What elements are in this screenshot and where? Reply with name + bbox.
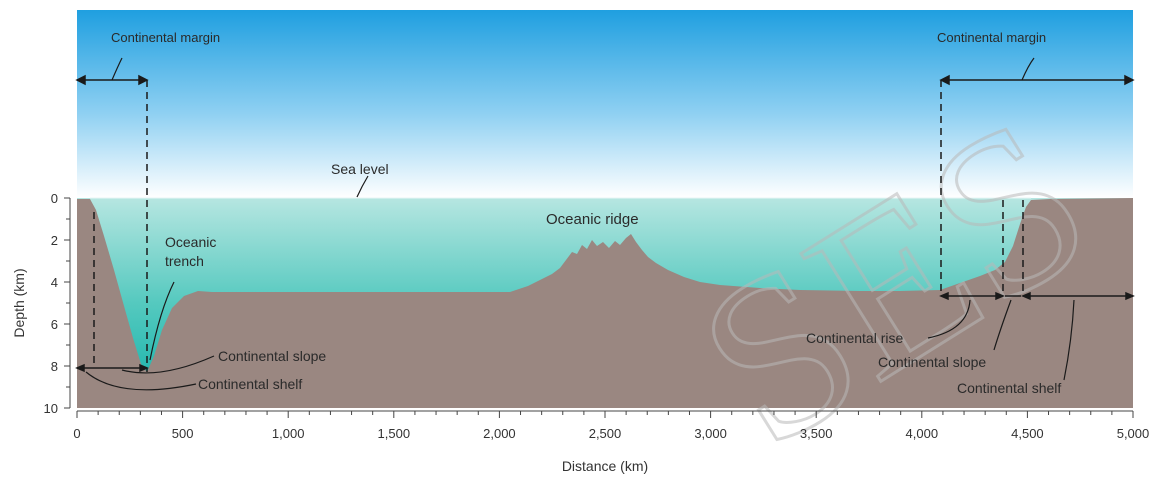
x-axis-title: Distance (km) bbox=[562, 458, 648, 474]
y-tick-label: 2 bbox=[51, 233, 58, 248]
x-tick-label: 1,500 bbox=[378, 426, 411, 441]
sea-level-label: Sea level bbox=[331, 161, 389, 177]
x-tick-label: 2,500 bbox=[589, 426, 622, 441]
x-tick-label: 4,000 bbox=[906, 426, 939, 441]
x-tick-label: 2,000 bbox=[483, 426, 516, 441]
continental-slope-right-label: Continental slope bbox=[878, 354, 986, 370]
margin-right-leader bbox=[1021, 57, 1035, 81]
oceanic-trench-label-line2: trench bbox=[165, 253, 204, 269]
continental-slope-left-label: Continental slope bbox=[218, 348, 326, 364]
x-tick-label: 3,000 bbox=[694, 426, 727, 441]
y-tick-label: 4 bbox=[51, 275, 58, 290]
slope-left-leader bbox=[121, 355, 215, 374]
x-tick-label: 1,000 bbox=[272, 426, 305, 441]
trench-leader bbox=[149, 281, 175, 361]
shelf-right-leader bbox=[1063, 299, 1075, 381]
continental-margin-right-label: Continental margin bbox=[937, 30, 1046, 45]
y-tick-label: 0 bbox=[51, 191, 58, 206]
oceanic-ridge-label: Oceanic ridge bbox=[546, 211, 639, 228]
shelf-left-leader bbox=[85, 371, 197, 391]
slope-right-leader bbox=[993, 299, 1012, 351]
y-axis-tick-labels: 0 2 4 6 8 10 bbox=[44, 191, 58, 416]
x-tick-label: 4,500 bbox=[1011, 426, 1044, 441]
x-axis-tick-labels: 0 500 1,000 1,500 2,000 2,500 3,000 3,500 4,000 4… bbox=[73, 426, 1149, 441]
x-tick-label: 5,000 bbox=[1117, 426, 1150, 441]
x-tick-label: 3,500 bbox=[800, 426, 833, 441]
y-axis-ticks bbox=[64, 197, 70, 409]
x-tick-label: 500 bbox=[172, 426, 194, 441]
sea-level-leader bbox=[356, 175, 369, 198]
continental-rise-right-label: Continental rise bbox=[806, 330, 903, 346]
continental-shelf-right-label: Continental shelf bbox=[957, 380, 1061, 396]
continental-margin-left-label: Continental margin bbox=[111, 30, 220, 45]
y-tick-label: 6 bbox=[51, 317, 58, 332]
oceanic-trench-label-line1: Oceanic bbox=[165, 234, 216, 250]
margin-left-leader bbox=[111, 57, 123, 81]
y-tick-label: 8 bbox=[51, 359, 58, 374]
seafloor-profile bbox=[77, 198, 1133, 408]
rise-right-leader bbox=[927, 299, 971, 339]
x-tick-label: 0 bbox=[73, 426, 80, 441]
x-axis-ticks bbox=[76, 411, 1134, 418]
y-axis-title: Depth (km) bbox=[11, 268, 27, 337]
sky-region bbox=[77, 10, 1133, 198]
y-tick-label: 10 bbox=[44, 401, 58, 416]
continental-shelf-left-label: Continental shelf bbox=[198, 376, 302, 392]
